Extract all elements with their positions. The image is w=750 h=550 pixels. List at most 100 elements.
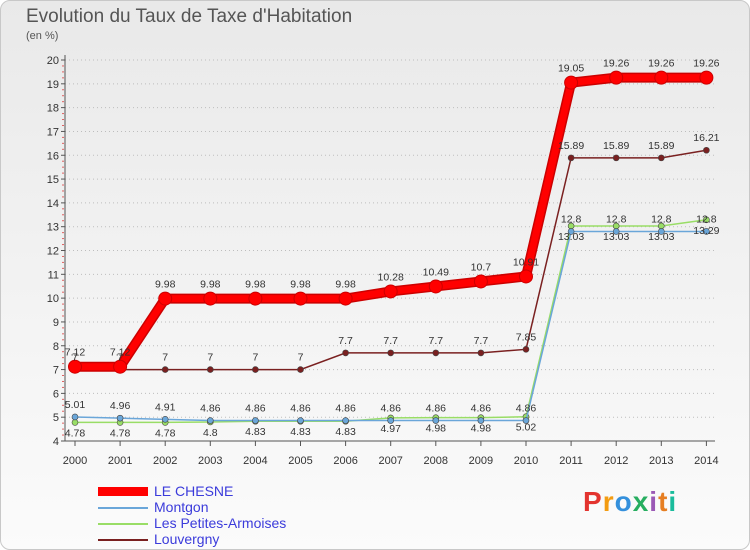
x-tick-label: 2008	[424, 455, 448, 467]
y-tick-label: 16	[47, 150, 59, 162]
data-point-montgon	[387, 417, 395, 424]
data-label-louvergny: 15.89	[648, 140, 674, 152]
data-label-louvergny: 7.7	[428, 335, 443, 347]
data-point-montgon	[71, 413, 79, 421]
data-label-montgon: 4.86	[471, 403, 492, 415]
data-label-le-chesne: 9.98	[290, 279, 311, 291]
data-label-les-petites-armoises: 5.02	[516, 422, 537, 434]
data-label-le-chesne: 10.91	[513, 256, 539, 268]
data-point-louvergny	[522, 346, 530, 353]
data-label-louvergny: 16.21	[693, 132, 719, 144]
data-point-le-chesne	[248, 291, 263, 306]
data-point-louvergny	[297, 366, 304, 373]
chart-title: Evolution du Taux de Taxe d'Habitation	[26, 6, 353, 27]
data-label-le-chesne: 19.05	[558, 63, 584, 75]
data-label-les-petites-armoises: 4.78	[65, 427, 86, 439]
data-label-le-chesne: 19.26	[603, 58, 629, 70]
data-label-le-chesne: 9.98	[245, 279, 266, 291]
data-label-les-petites-armoises: 4.83	[335, 426, 356, 438]
y-tick-label: 15	[47, 174, 59, 186]
data-point-le-chesne	[158, 291, 173, 306]
y-tick-label: 6	[53, 388, 59, 400]
data-point-montgon	[297, 417, 304, 424]
data-label-montgon: 4.86	[335, 403, 356, 415]
data-label-louvergny: 7.7	[383, 335, 398, 347]
data-label-louvergny: 7	[162, 352, 168, 364]
x-tick-label: 2012	[604, 455, 628, 467]
data-label-louvergny: 15.89	[603, 140, 629, 152]
data-label-les-petites-armoises: 4.98	[426, 423, 447, 435]
x-tick-label: 2007	[378, 455, 402, 467]
data-label-montgon: 4.86	[200, 403, 221, 415]
x-tick-label: 2013	[649, 455, 673, 467]
data-label-louvergny: 7	[207, 352, 213, 364]
data-point-le-chesne	[609, 70, 624, 85]
brand-letter: r	[602, 486, 615, 517]
data-label-louvergny: 7.7	[338, 335, 353, 347]
data-label-montgon: 4.86	[426, 403, 447, 415]
data-label-le-chesne: 7.12	[65, 347, 86, 359]
data-label-les-petites-armoises: 13.03	[648, 231, 674, 243]
legend-label-louvergny: Louvergny	[154, 531, 220, 547]
data-label-les-petites-armoises: 13.03	[558, 231, 584, 243]
data-label-les-petites-armoises: 13.03	[603, 231, 629, 243]
data-label-montgon: 12.8	[606, 213, 627, 225]
x-tick-label: 2002	[153, 455, 177, 467]
data-point-le-chesne	[699, 70, 714, 85]
brand-letter: i	[668, 486, 678, 517]
x-tick-label: 2001	[108, 455, 132, 467]
series-line-montgon	[74, 230, 707, 422]
data-point-montgon	[612, 228, 620, 235]
x-tick-label: 2004	[243, 455, 267, 467]
data-label-les-petites-armoises: 4.83	[245, 426, 266, 438]
data-label-les-petites-armoises: 4.98	[471, 423, 492, 435]
y-tick-label: 10	[47, 293, 59, 305]
data-label-louvergny: 7	[298, 352, 304, 364]
brand-letter: P	[583, 486, 603, 517]
data-label-montgon: 12.8	[651, 213, 672, 225]
data-label-le-chesne: 10.49	[423, 266, 449, 278]
data-label-le-chesne: 9.98	[335, 279, 356, 291]
y-tick-label: 13	[47, 222, 59, 234]
data-point-louvergny	[657, 154, 665, 162]
data-label-les-petites-armoises: 4.83	[290, 426, 311, 438]
legend-swatch-le-chesne	[98, 487, 148, 496]
data-label-louvergny: 15.89	[558, 140, 584, 152]
data-point-louvergny	[161, 366, 169, 373]
data-label-les-petites-armoises: 13.29	[693, 225, 719, 237]
data-point-le-chesne	[203, 291, 218, 306]
data-point-montgon	[703, 228, 710, 235]
data-point-louvergny	[703, 146, 710, 154]
y-tick-label: 8	[53, 341, 59, 353]
y-tick-label: 9	[53, 317, 59, 329]
legend-label-montgon: Montgon	[154, 499, 209, 515]
data-point-le-chesne	[68, 359, 82, 374]
data-point-montgon	[522, 417, 530, 424]
data-point-montgon	[657, 228, 665, 235]
data-point-le-chesne	[293, 291, 308, 306]
data-label-montgon: 4.86	[245, 403, 266, 415]
data-point-montgon	[116, 414, 124, 422]
data-point-le-chesne	[519, 269, 533, 284]
y-unit-label: (en %)	[26, 30, 59, 42]
data-point-louvergny	[342, 349, 349, 357]
data-label-montgon: 4.96	[110, 400, 131, 412]
data-label-louvergny: 7.7	[474, 335, 489, 347]
data-label-montgon: 4.86	[290, 403, 311, 415]
y-tick-label: 4	[53, 436, 59, 448]
proxiti-logo: Proxiti	[583, 486, 677, 518]
x-tick-label: 2000	[63, 455, 87, 467]
x-tick-label: 2005	[288, 455, 312, 467]
legend-swatch-louvergny	[98, 539, 148, 541]
data-label-le-chesne: 19.26	[693, 58, 719, 70]
data-label-louvergny: 7	[252, 352, 258, 364]
brand-letter: t	[658, 486, 669, 517]
data-point-le-chesne	[338, 291, 353, 306]
data-point-le-chesne	[113, 359, 128, 374]
data-point-montgon	[161, 416, 169, 423]
brand-letter: i	[649, 486, 659, 517]
data-label-les-petites-armoises: 4.97	[380, 423, 401, 435]
legend-swatch-montgon	[98, 507, 148, 509]
